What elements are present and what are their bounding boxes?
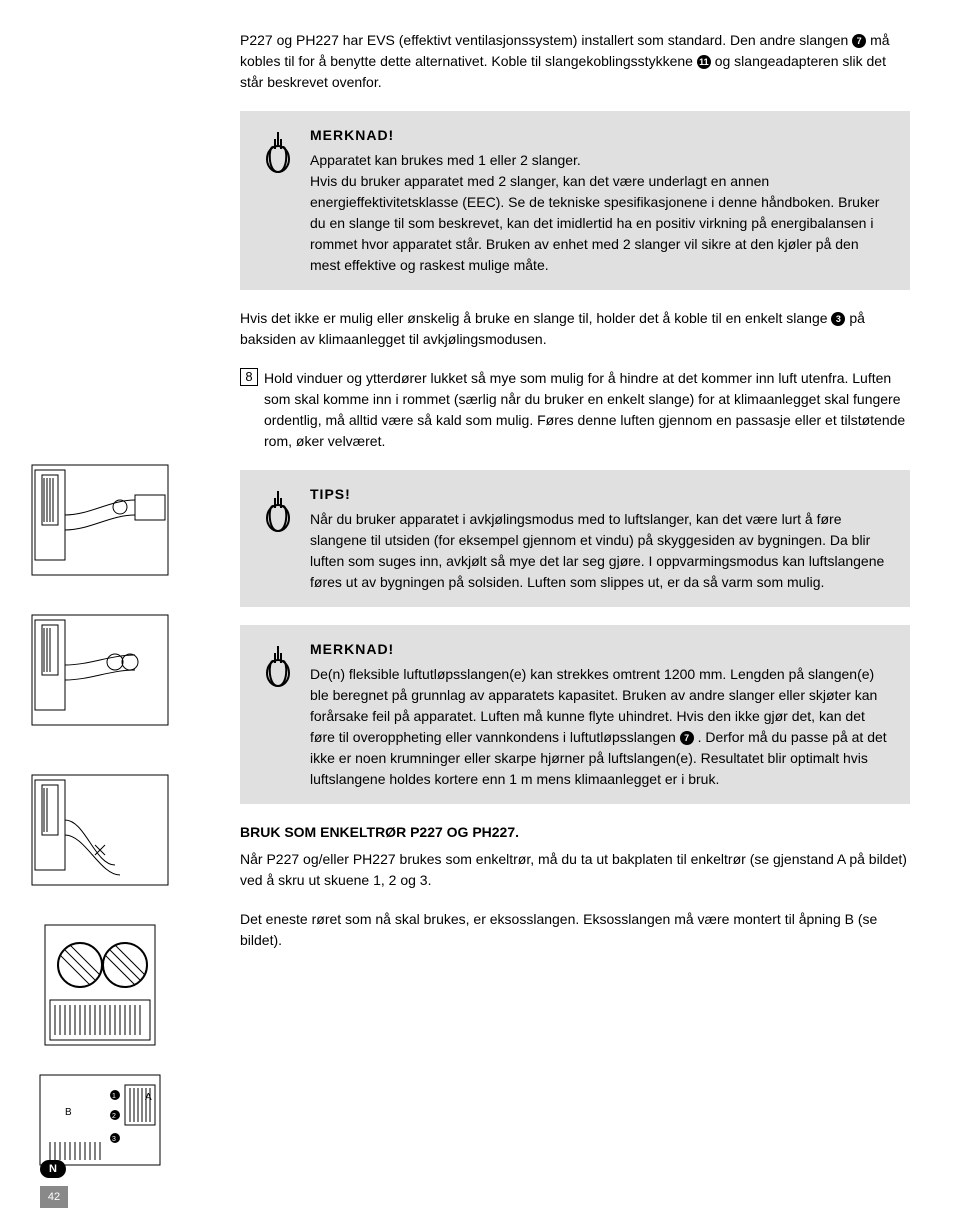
illustration-column: 123BA [30,30,220,969]
note-body: Apparatet kan brukes med 1 eller 2 slang… [310,150,892,276]
ref-circle-3: 3 [831,312,845,326]
tips-callout: TIPS! Når du bruker apparatet i avkjølin… [240,470,910,607]
pointing-hand-icon [258,641,298,697]
step-8: 8 Hold vinduer og ytterdører lukket så m… [240,368,910,452]
pointing-hand-icon [258,486,298,542]
illustration-hose-wall-1 [30,460,170,580]
svg-text:B: B [65,1107,72,1118]
ref-circle-7b: 7 [680,731,694,745]
svg-text:2: 2 [112,1113,116,1120]
intro-text-1: P227 og PH227 har EVS (effektivt ventila… [240,32,852,48]
ref-circle-11: 11 [697,55,711,69]
single-tube-p2: Det eneste røret som nå skal brukes, er … [240,909,910,951]
intro-paragraph: P227 og PH227 har EVS (effektivt ventila… [240,30,910,93]
content-column: P227 og PH227 har EVS (effektivt ventila… [220,30,910,969]
pointing-hand-icon [258,127,298,183]
note2-title: MERKNAD! [310,639,892,660]
note-title: MERKNAD! [310,125,892,146]
svg-text:3: 3 [112,1136,116,1143]
note-callout-1: MERKNAD! Apparatet kan brukes med 1 elle… [240,111,910,290]
illustration-hose-wall-3 [30,770,170,890]
ref-circle-7: 7 [852,34,866,48]
illustration-hose-wall-2 [30,610,170,730]
tips-title: TIPS! [310,484,892,505]
middle-paragraph: Hvis det ikke er mulig eller ønskelig å … [240,308,910,350]
illustration-back-vents [30,920,170,1060]
page-number: 42 [40,1186,68,1208]
svg-text:1: 1 [112,1093,116,1100]
note-callout-2: MERKNAD! De(n) fleksible luftutløpsslang… [240,625,910,804]
step-text: Hold vinduer og ytterdører lukket så mye… [264,368,910,452]
page-footer: N 42 [40,1157,68,1208]
single-tube-p1: Når P227 og/eller PH227 brukes som enkel… [240,849,910,891]
illustration-backplate-screws: 1 2 3 B A [30,1070,170,1170]
middle-text-1: Hvis det ikke er mulig eller ønskelig å … [240,310,831,326]
note2-body: De(n) fleksible luftutløpsslangen(e) kan… [310,664,892,790]
svg-text:A: A [145,1092,152,1103]
single-tube-title: BRUK SOM ENKELTRØR P227 OG PH227. [240,822,910,843]
language-badge: N [40,1160,66,1178]
tips-body: Når du bruker apparatet i avkjølingsmodu… [310,509,892,593]
step-number-box: 8 [240,368,258,386]
